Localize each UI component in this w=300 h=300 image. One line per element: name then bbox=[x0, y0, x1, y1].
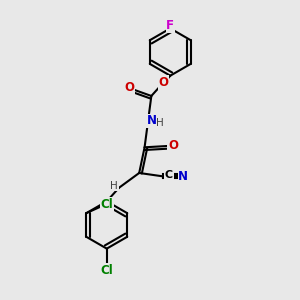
Text: C: C bbox=[165, 170, 173, 180]
Text: O: O bbox=[124, 81, 134, 94]
Text: N: N bbox=[178, 170, 188, 183]
Text: H: H bbox=[110, 181, 118, 191]
Text: O: O bbox=[158, 76, 169, 89]
Text: F: F bbox=[166, 19, 174, 32]
Text: N: N bbox=[147, 115, 157, 128]
Text: Cl: Cl bbox=[100, 198, 113, 211]
Text: O: O bbox=[168, 140, 178, 152]
Text: H: H bbox=[156, 118, 164, 128]
Text: Cl: Cl bbox=[100, 264, 113, 277]
